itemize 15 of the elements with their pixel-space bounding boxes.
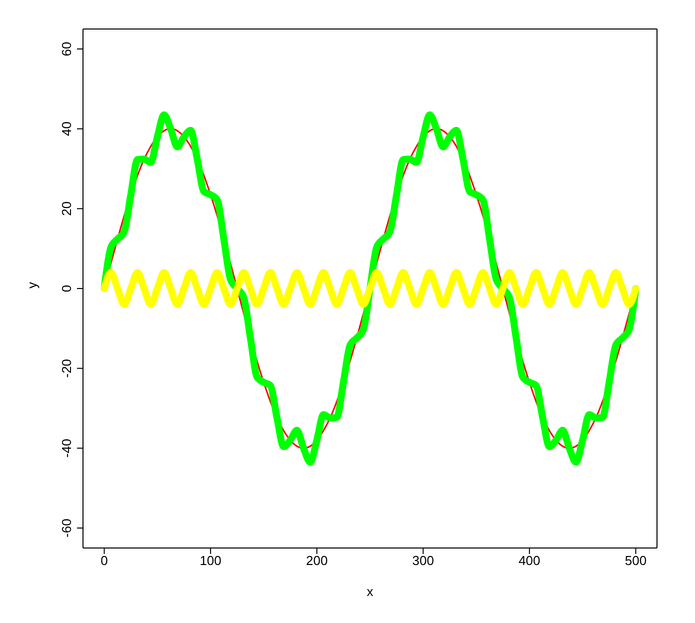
y-tick-label: 0 [59, 284, 74, 292]
y-tick-label: -60 [59, 518, 74, 538]
y-tick-label: 60 [59, 42, 74, 56]
x-tick-label: 0 [100, 553, 108, 568]
y-axis-title: y [24, 282, 40, 288]
x-tick-label: 200 [306, 553, 328, 568]
y-tick-label: 20 [59, 201, 74, 216]
x-tick-label: 300 [412, 553, 434, 568]
x-tick-label: 500 [624, 553, 647, 568]
y-tick-label: -20 [59, 358, 74, 378]
x-axis-title: x [366, 584, 374, 599]
y-tick-label: -40 [59, 438, 74, 458]
y-tick-label: 40 [59, 122, 74, 136]
x-tick-label: 400 [518, 553, 540, 568]
x-tick-label: 100 [200, 553, 222, 568]
